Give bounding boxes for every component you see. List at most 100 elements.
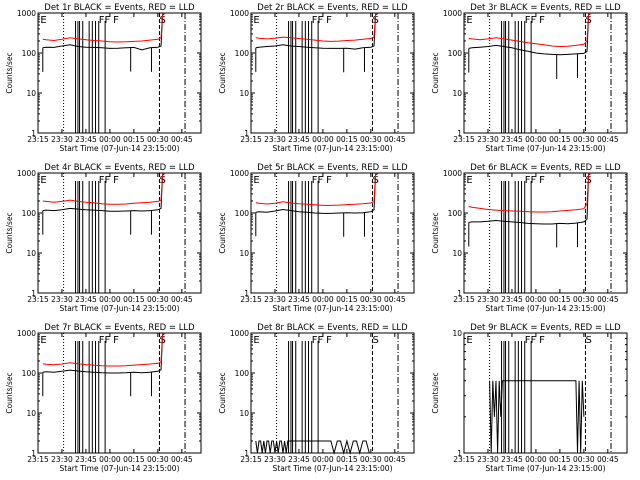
x-tick-label: 00:15 bbox=[549, 295, 571, 304]
x-axis-label: Start Time (07-Jun-14 23:15:00) bbox=[486, 304, 606, 313]
x-tick-label: 23:30 bbox=[477, 295, 499, 304]
series-events bbox=[489, 380, 585, 454]
x-tick-label: 00:00 bbox=[99, 135, 121, 144]
detector-panel-5: Det 5r BLACK = Events, RED = LLD 1 10 100 10… bbox=[218, 163, 415, 313]
panel-title: Det 6r BLACK = Events, RED = LLD bbox=[470, 163, 621, 173]
x-tick-label: 23:15 bbox=[453, 135, 475, 144]
y-tick-label: 100 bbox=[235, 49, 250, 58]
x-tick-label: 23:45 bbox=[75, 295, 97, 304]
event-marker: E bbox=[40, 175, 46, 186]
x-tick-label: 00:45 bbox=[384, 295, 406, 304]
y-tick-label: 100 bbox=[235, 369, 250, 378]
plot-frame bbox=[37, 172, 202, 294]
x-tick-label: 00:30 bbox=[573, 135, 595, 144]
x-axis-label: Start Time (07-Jun-14 23:15:00) bbox=[60, 144, 180, 153]
event-marker: FF bbox=[312, 335, 324, 346]
y-tick-label: 1000 bbox=[230, 329, 249, 338]
y-axis-label: Counts/sec bbox=[5, 52, 14, 93]
x-tick-label: 00:15 bbox=[123, 135, 145, 144]
x-tick-label: 23:15 bbox=[27, 135, 49, 144]
event-marker: E bbox=[40, 335, 46, 346]
detector-panel-9: Det 9r BLACK = Events, RED = LLD 1 10 Count… bbox=[431, 323, 628, 473]
x-tick-label: 00:30 bbox=[573, 295, 595, 304]
x-tick-label: 00:30 bbox=[147, 455, 169, 464]
event-marker: F bbox=[539, 175, 545, 186]
x-tick-label: 00:30 bbox=[573, 455, 595, 464]
y-axis-label: Counts/sec bbox=[218, 212, 227, 253]
panel-title: Det 3r BLACK = Events, RED = LLD bbox=[470, 3, 621, 13]
y-axis-label: Counts/sec bbox=[5, 372, 14, 413]
event-marker: FF bbox=[312, 175, 324, 186]
y-tick-label: 100 bbox=[448, 49, 463, 58]
x-tick-label: 23:30 bbox=[264, 135, 286, 144]
x-tick-label: 00:30 bbox=[360, 135, 382, 144]
y-tick-label: 100 bbox=[22, 369, 37, 378]
series-events bbox=[468, 12, 593, 56]
plot-frame bbox=[37, 332, 202, 454]
panel-title: Det 8r BLACK = Events, RED = LLD bbox=[257, 323, 408, 333]
x-tick-label: 00:45 bbox=[171, 455, 193, 464]
y-tick-label: 1000 bbox=[17, 329, 36, 338]
x-tick-label: 00:15 bbox=[123, 295, 145, 304]
x-tick-label: 00:30 bbox=[360, 295, 382, 304]
x-tick-label: 23:45 bbox=[501, 455, 523, 464]
x-tick-label: 23:30 bbox=[51, 295, 73, 304]
x-tick-label: 00:00 bbox=[525, 455, 547, 464]
y-tick-label: 10 bbox=[452, 329, 462, 338]
y-tick-label: 10 bbox=[239, 89, 249, 98]
y-tick-label: 1 bbox=[457, 449, 462, 458]
event-marker: F bbox=[113, 15, 119, 26]
event-marker: E bbox=[253, 175, 259, 186]
y-tick-label: 10 bbox=[452, 249, 462, 258]
y-tick-label: 10 bbox=[239, 409, 249, 418]
x-tick-label: 00:00 bbox=[312, 135, 334, 144]
x-tick-label: 00:00 bbox=[525, 135, 547, 144]
series-lld bbox=[255, 172, 379, 206]
plot-frame bbox=[250, 172, 415, 294]
y-tick-label: 1000 bbox=[230, 169, 249, 178]
event-marker: FF bbox=[312, 15, 324, 26]
x-tick-label: 23:30 bbox=[264, 455, 286, 464]
event-marker: E bbox=[466, 175, 472, 186]
plot-frame bbox=[250, 12, 415, 134]
x-tick-label: 23:15 bbox=[240, 295, 262, 304]
x-tick-label: 00:45 bbox=[384, 135, 406, 144]
series-events bbox=[42, 172, 167, 212]
series-events bbox=[255, 12, 380, 50]
series-lld bbox=[468, 172, 592, 213]
y-tick-label: 100 bbox=[235, 209, 250, 218]
event-marker: S bbox=[585, 335, 591, 346]
event-marker: FF bbox=[525, 335, 537, 346]
x-tick-label: 23:45 bbox=[75, 135, 97, 144]
y-tick-label: 10 bbox=[452, 89, 462, 98]
event-marker: E bbox=[466, 15, 472, 26]
x-tick-label: 00:45 bbox=[597, 135, 619, 144]
y-tick-label: 10 bbox=[26, 249, 36, 258]
y-tick-label: 1000 bbox=[17, 169, 36, 178]
series-lld bbox=[468, 12, 592, 48]
x-axis-label: Start Time (07-Jun-14 23:15:00) bbox=[273, 464, 393, 473]
x-axis-label: Start Time (07-Jun-14 23:15:00) bbox=[273, 144, 393, 153]
y-tick-label: 10 bbox=[26, 89, 36, 98]
y-tick-label: 100 bbox=[22, 209, 37, 218]
x-tick-label: 00:00 bbox=[312, 455, 334, 464]
plot-frame bbox=[463, 12, 628, 134]
x-tick-label: 23:45 bbox=[75, 455, 97, 464]
y-tick-label: 1 bbox=[31, 289, 36, 298]
panel-title: Det 2r BLACK = Events, RED = LLD bbox=[257, 3, 408, 13]
y-axis-label: Counts/sec bbox=[218, 52, 227, 93]
y-tick-label: 100 bbox=[448, 209, 463, 218]
x-tick-label: 23:30 bbox=[477, 455, 499, 464]
x-tick-label: 23:30 bbox=[477, 135, 499, 144]
y-axis-label: Counts/sec bbox=[431, 212, 440, 253]
x-tick-label: 00:45 bbox=[171, 295, 193, 304]
x-axis-label: Start Time (07-Jun-14 23:15:00) bbox=[273, 304, 393, 313]
event-marker: E bbox=[253, 15, 259, 26]
detector-panel-6: Det 6r BLACK = Events, RED = LLD 1 10 100 10… bbox=[431, 163, 628, 313]
y-tick-label: 1000 bbox=[443, 169, 462, 178]
series-lld bbox=[42, 172, 166, 205]
y-tick-label: 1 bbox=[244, 289, 249, 298]
series-events bbox=[255, 439, 370, 455]
x-tick-label: 00:00 bbox=[312, 295, 334, 304]
